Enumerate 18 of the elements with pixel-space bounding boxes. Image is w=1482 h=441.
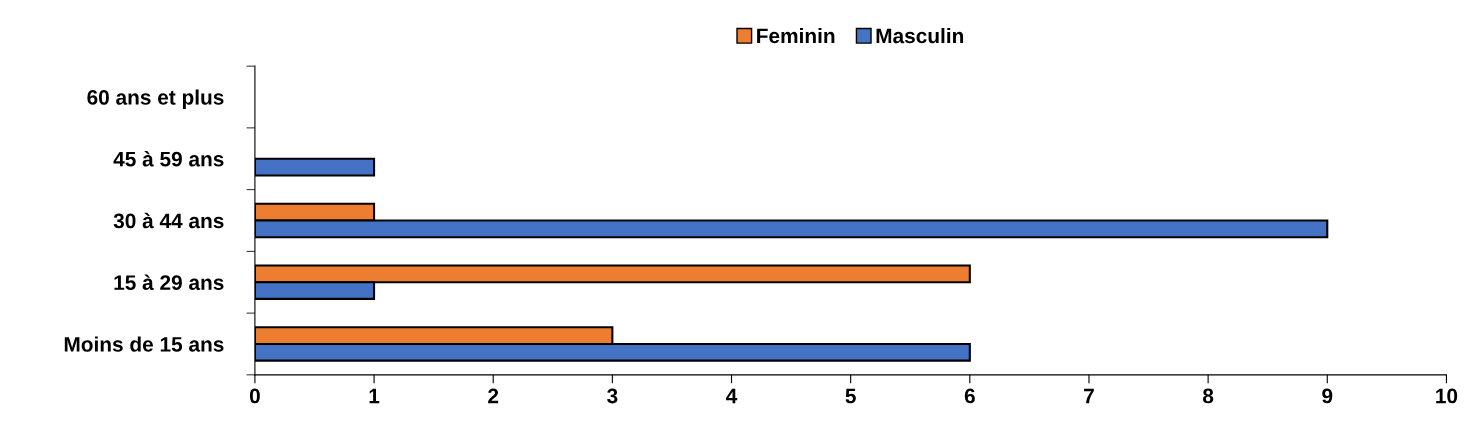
y-tick-label: 15 à 29 ans	[114, 274, 224, 290]
x-tick-label: 2	[488, 388, 499, 404]
y-tick-label: 45 à 59 ans	[113, 151, 224, 167]
y-tick-label: Moins de 15 ans	[64, 336, 224, 352]
x-tick-label: 4	[726, 388, 738, 404]
x-tick-label: 5	[845, 388, 856, 404]
x-tick-label: 8	[1202, 388, 1214, 404]
x-tick-label: 0	[249, 388, 260, 404]
x-tick-label: 6	[964, 388, 975, 404]
x-tick-label: 7	[1084, 388, 1094, 404]
legend-label: Masculin	[876, 27, 964, 44]
y-tick-label: 60 ans et plus	[87, 89, 224, 109]
legend-label: Feminin	[757, 27, 835, 44]
x-tick-label: 10	[1436, 388, 1458, 404]
y-tick-label: 30 à 44 ans	[113, 212, 224, 229]
x-tick-label: 3	[607, 388, 618, 404]
x-tick-label: 1	[369, 388, 380, 404]
x-tick-label: 9	[1322, 388, 1333, 404]
